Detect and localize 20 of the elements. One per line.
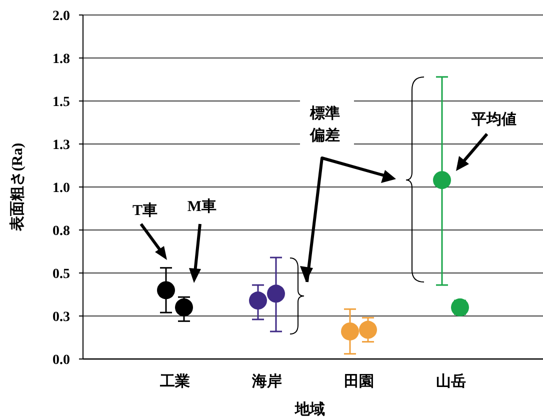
annotation: M車 xyxy=(187,198,217,215)
annotation: 平均値 xyxy=(470,111,516,128)
x-tick-label: 工業 xyxy=(159,373,190,390)
y-tick-label: 1.0 xyxy=(52,180,70,196)
x-tick-label: 海岸 xyxy=(251,373,282,390)
y-axis-title: 表面粗さ(Ra) xyxy=(9,142,26,232)
y-tick-label: 0.8 xyxy=(52,224,70,239)
y-tick-label: 1.5 xyxy=(52,94,70,110)
x-axis-title: 地域 xyxy=(294,401,325,418)
y-tick-label: 0.3 xyxy=(52,310,70,325)
y-tick-label: 1.3 xyxy=(52,138,70,153)
y-tick-label: 1.8 xyxy=(52,52,70,67)
y-tick-label: 0.5 xyxy=(52,266,70,282)
annotation: 標準 xyxy=(309,105,340,122)
y-tick-label: 2.0 xyxy=(52,8,70,24)
annotation: T車 xyxy=(132,202,158,219)
annotation: 偏差 xyxy=(309,127,340,144)
x-tick-label: 田園 xyxy=(344,373,374,390)
y-tick-label: 0.0 xyxy=(52,352,70,368)
x-tick-label: 山岳 xyxy=(436,373,466,390)
